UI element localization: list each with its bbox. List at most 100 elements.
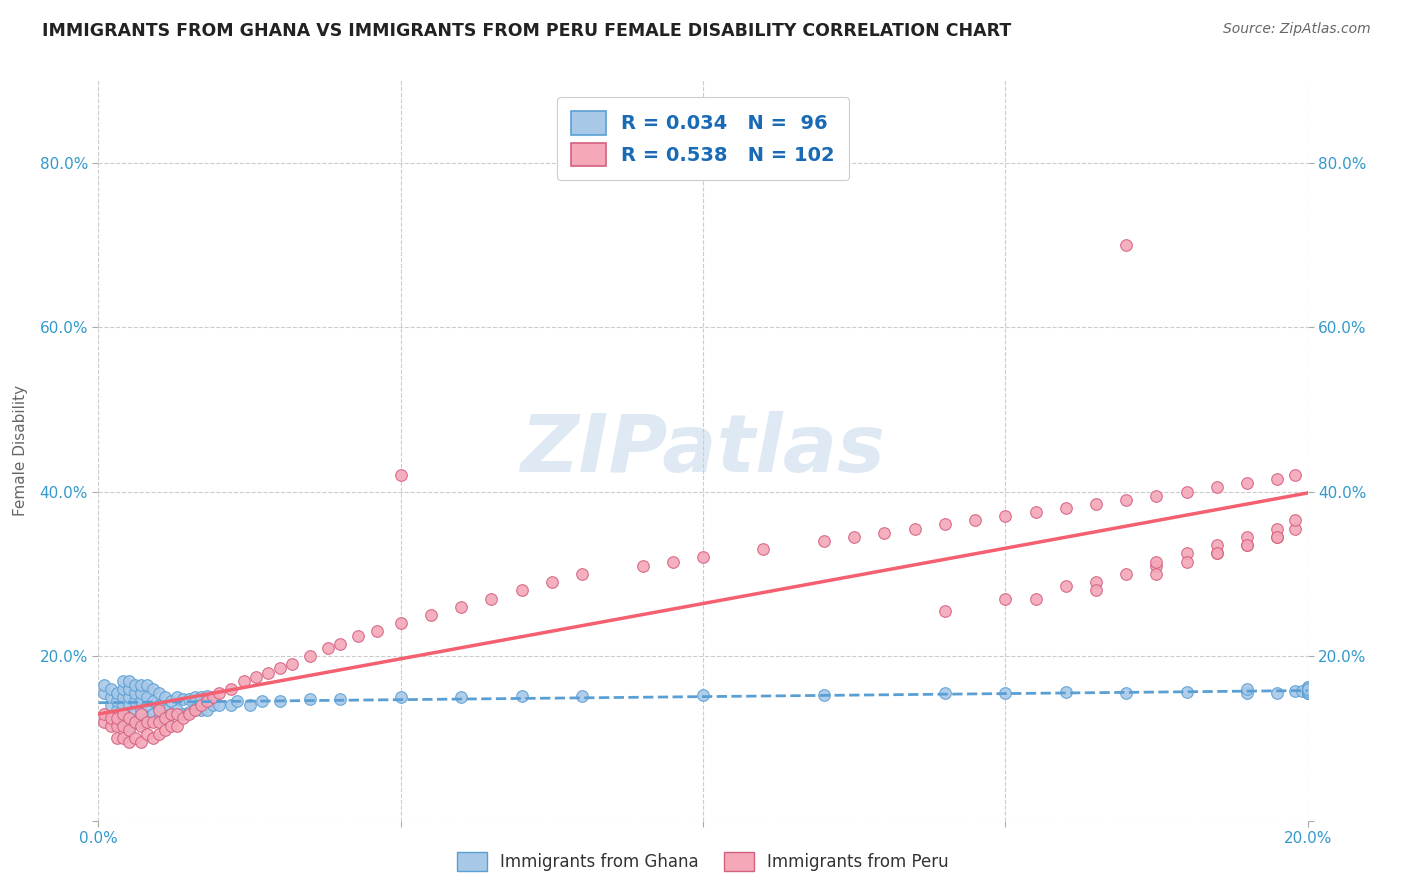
Point	[1284, 522, 1306, 536]
Point	[105, 714, 128, 729]
Point	[93, 678, 115, 692]
Point	[752, 542, 775, 557]
Point	[100, 698, 122, 713]
Point	[148, 686, 170, 700]
Point	[934, 517, 956, 532]
Point	[129, 714, 152, 729]
Point	[1115, 237, 1137, 252]
Point	[153, 703, 176, 717]
Point	[281, 657, 304, 672]
Point	[105, 731, 128, 746]
Point	[1115, 492, 1137, 507]
Point	[166, 719, 188, 733]
Point	[160, 706, 183, 721]
Point	[179, 692, 201, 706]
Point	[105, 711, 128, 725]
Point	[1206, 546, 1229, 560]
Point	[239, 698, 262, 713]
Point	[160, 706, 183, 721]
Point	[269, 661, 291, 675]
Point	[1296, 683, 1319, 698]
Point	[1267, 686, 1289, 700]
Point	[965, 513, 987, 527]
Point	[329, 692, 352, 706]
Point	[1296, 686, 1319, 700]
Point	[1206, 538, 1229, 552]
Point	[148, 711, 170, 725]
Text: Source: ZipAtlas.com: Source: ZipAtlas.com	[1223, 22, 1371, 37]
Point	[208, 698, 231, 713]
Point	[195, 694, 218, 708]
Point	[93, 714, 115, 729]
Point	[100, 690, 122, 705]
Point	[1054, 579, 1077, 593]
Point	[160, 719, 183, 733]
Point	[93, 706, 115, 721]
Point	[195, 703, 218, 717]
Point	[148, 703, 170, 717]
Point	[571, 689, 593, 703]
Point	[208, 686, 231, 700]
Point	[269, 694, 291, 708]
Point	[1144, 566, 1167, 581]
Point	[105, 694, 128, 708]
Point	[1175, 546, 1198, 560]
Point	[316, 640, 339, 655]
Point	[142, 706, 165, 721]
Point	[1054, 501, 1077, 516]
Point	[111, 731, 134, 746]
Text: IMMIGRANTS FROM GHANA VS IMMIGRANTS FROM PERU FEMALE DISABILITY CORRELATION CHAR: IMMIGRANTS FROM GHANA VS IMMIGRANTS FROM…	[42, 22, 1011, 40]
Point	[692, 550, 714, 565]
Point	[1054, 685, 1077, 699]
Point	[389, 468, 412, 483]
Point	[1267, 472, 1289, 486]
Point	[124, 678, 146, 692]
Point	[124, 731, 146, 746]
Point	[1175, 554, 1198, 569]
Point	[172, 706, 194, 721]
Point	[1236, 538, 1258, 552]
Point	[111, 690, 134, 705]
Point	[420, 607, 443, 622]
Point	[221, 681, 243, 696]
Point	[100, 719, 122, 733]
Point	[221, 698, 243, 713]
Point	[1144, 489, 1167, 503]
Point	[1236, 538, 1258, 552]
Point	[1284, 468, 1306, 483]
Point	[450, 690, 472, 705]
Point	[148, 714, 170, 729]
Point	[179, 705, 201, 719]
Point	[994, 591, 1017, 606]
Point	[129, 678, 152, 692]
Point	[1236, 686, 1258, 700]
Point	[118, 723, 141, 738]
Point	[129, 703, 152, 717]
Point	[111, 698, 134, 713]
Point	[1296, 683, 1319, 698]
Point	[1284, 513, 1306, 527]
Point	[118, 735, 141, 749]
Point	[142, 714, 165, 729]
Point	[190, 690, 212, 705]
Point	[118, 711, 141, 725]
Point	[124, 686, 146, 700]
Point	[1267, 522, 1289, 536]
Point	[118, 690, 141, 705]
Point	[135, 714, 157, 729]
Point	[389, 616, 412, 631]
Point	[1115, 566, 1137, 581]
Point	[250, 694, 273, 708]
Point	[510, 583, 533, 598]
Point	[124, 714, 146, 729]
Point	[118, 698, 141, 713]
Point	[1085, 583, 1108, 598]
Point	[692, 688, 714, 702]
Point	[153, 690, 176, 705]
Point	[1291, 683, 1313, 698]
Point	[190, 703, 212, 717]
Point	[1296, 686, 1319, 700]
Point	[934, 604, 956, 618]
Point	[904, 522, 927, 536]
Point	[160, 694, 183, 708]
